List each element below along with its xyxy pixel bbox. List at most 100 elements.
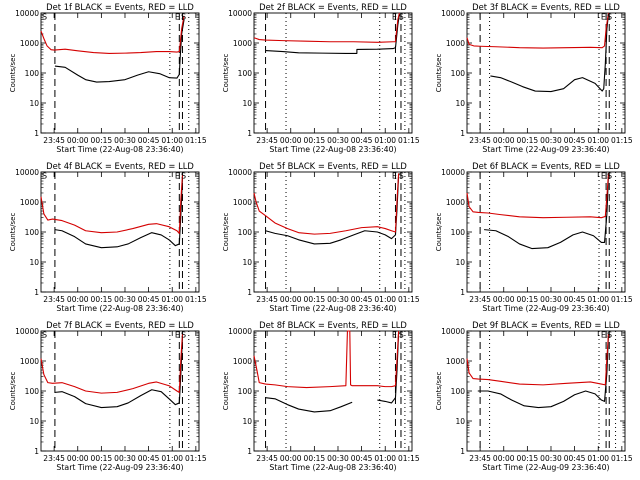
x-tick-label: 23:45 [469,136,491,145]
x-tick-label: 01:00 [374,136,396,145]
y-tick-label: 1 [460,288,465,297]
chart-panel-3: Det 3f BLACK = Events, RED = LLD 1 10 100 10… [435,2,633,154]
plot-frame [253,330,413,452]
y-tick-label: 10 [455,258,465,267]
x-tick-label: 00:00 [280,454,302,463]
x-axis-label: Start Time (22-Aug-09 23:36:40) [482,145,609,154]
y-tick-label: 10 [242,99,252,108]
y-axis-label: Counts/sec [9,372,17,411]
panel-title: Det 7f BLACK = Events, RED = LLD [46,320,194,330]
y-tick-label: 1000 [233,39,252,48]
marker-s-label: S [181,172,186,181]
x-tick-label: 01:15 [185,136,207,145]
x-axis-label: Start Time (22-Aug-08 23:36:40) [269,304,396,313]
series-line-lld [253,12,400,43]
y-tick-label: 10000 [228,9,252,18]
y-tick-label: 100 [451,228,466,237]
x-tick-label: 23:45 [469,295,491,304]
x-tick-label: 01:00 [374,454,396,463]
y-tick-label: 10 [242,258,252,267]
x-axis-label: Start Time (22-Aug-08 23:36:40) [56,304,183,313]
x-tick-label: 00:00 [280,295,302,304]
x-tick-label: 00:45 [351,454,373,463]
x-tick-label: 00:00 [493,454,515,463]
y-tick-label: 1000 [233,357,252,366]
panel-title: Det 9f BLACK = Events, RED = LLD [472,320,620,330]
x-tick-label: 00:30 [114,454,136,463]
y-tick-label: 10000 [15,9,39,18]
x-tick-label: 00:00 [67,136,89,145]
x-tick-label: 00:45 [351,295,373,304]
x-tick-label: 00:15 [304,295,326,304]
marker-e-label: E [601,13,606,22]
marker-s-label: S [399,331,404,340]
marker-e-label: E [175,172,180,181]
series-line-events [477,333,610,409]
x-tick-label: 00:30 [114,295,136,304]
x-tick-label: 00:00 [493,136,515,145]
plot-frame [466,12,626,134]
y-tick-label: 100 [25,387,40,396]
x-axis-label: Start Time (22-Aug-08 23:36:40) [56,145,183,154]
x-tick-label: 01:00 [587,295,609,304]
x-tick-label: 00:45 [138,136,160,145]
y-tick-label: 1 [247,288,252,297]
marker-s-label: S [607,172,612,181]
y-tick-label: 100 [238,387,253,396]
x-tick-label: 23:45 [256,295,278,304]
y-tick-label: 10000 [441,9,465,18]
x-tick-label: 00:30 [114,136,136,145]
y-tick-label: 1000 [20,198,39,207]
x-axis-label: Start Time (22-Aug-09 23:36:40) [482,463,609,472]
y-tick-label: 1000 [446,39,465,48]
chart-panel-2: Det 2f BLACK = Events, RED = LLD 1 10 100 10… [222,2,420,154]
y-tick-label: 10 [455,417,465,426]
marker-e-label: E [392,331,397,340]
y-axis-label: Counts/sec [222,213,230,252]
series-line-lld [466,12,610,49]
x-tick-label: 01:00 [587,136,609,145]
x-tick-label: 23:45 [256,136,278,145]
plot-frame [466,171,626,293]
x-tick-label: 01:00 [161,295,183,304]
marker-e-label: E [392,13,397,22]
marker-s-label: S [399,13,404,22]
chart-panel-4: Det 4f BLACK = Events, RED = LLD 1 10 100 10… [9,161,207,313]
y-tick-label: 100 [25,69,40,78]
marker-s-label: S [181,331,186,340]
series-line-events [265,174,400,245]
y-tick-label: 10000 [15,327,39,336]
x-tick-label: 00:30 [540,295,562,304]
series-line-events [484,174,610,250]
x-tick-label: 00:15 [304,136,326,145]
y-tick-label: 1 [460,129,465,138]
x-tick-label: 00:30 [540,136,562,145]
x-tick-label: 01:00 [161,454,183,463]
y-tick-label: 1000 [233,198,252,207]
marker-e-label: E [175,331,180,340]
chart-panel-8: Det 8f BLACK = Events, RED = LLD 1 10 100 10… [222,320,420,472]
y-axis-label: Counts/sec [9,54,17,93]
marker-e-label: E [392,172,397,181]
panel-title: Det 6f BLACK = Events, RED = LLD [472,161,620,171]
plot-frame [40,12,200,134]
x-tick-label: 01:15 [185,295,207,304]
chart-panel-5: Det 5f BLACK = Events, RED = LLD 1 10 100 10… [222,161,420,313]
y-tick-label: 100 [238,69,253,78]
y-tick-label: 100 [238,228,253,237]
panel-title: Det 4f BLACK = Events, RED = LLD [46,161,194,171]
x-tick-label: 01:00 [587,454,609,463]
y-tick-label: 100 [25,228,40,237]
y-tick-label: 10 [29,258,39,267]
y-tick-label: 1000 [20,357,39,366]
x-tick-label: 23:45 [43,136,65,145]
y-tick-label: 10000 [228,327,252,336]
panel-title: Det 2f BLACK = Events, RED = LLD [259,2,407,12]
x-tick-label: 00:15 [517,136,539,145]
y-tick-label: 1 [34,129,39,138]
y-axis-label: Counts/sec [435,213,443,252]
series-line-lld [466,333,610,386]
x-tick-label: 00:15 [517,454,539,463]
x-tick-label: 00:15 [304,454,326,463]
